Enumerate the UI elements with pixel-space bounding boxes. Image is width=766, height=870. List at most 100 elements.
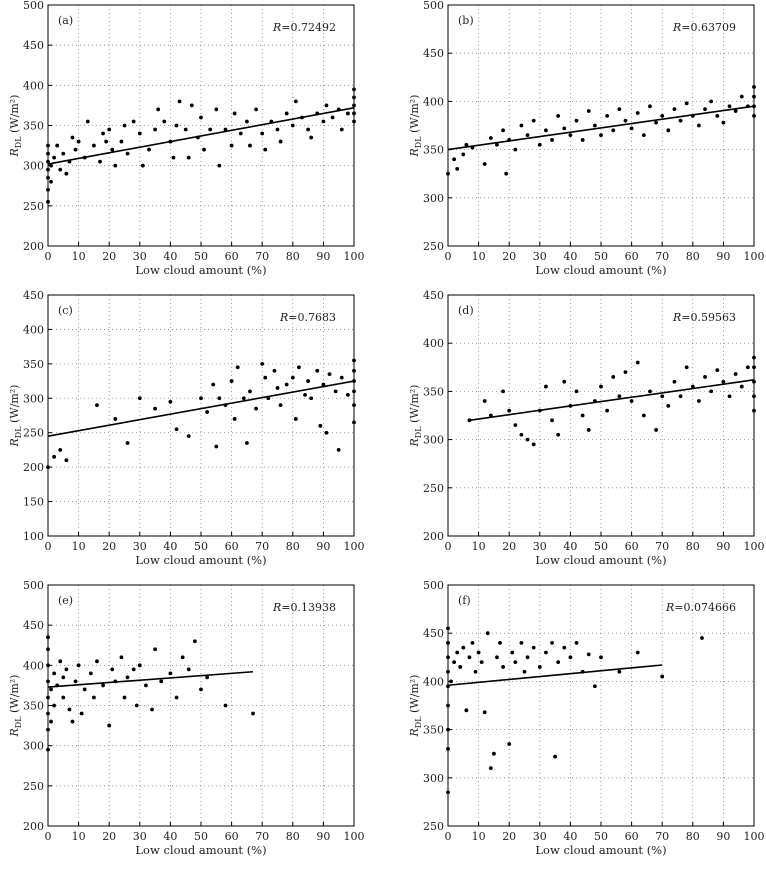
data-point (125, 441, 130, 445)
data-point (641, 413, 646, 418)
data-point (507, 408, 512, 413)
x-tick-label: 40 (163, 830, 177, 843)
data-point (46, 727, 50, 732)
data-point (482, 399, 487, 403)
y-tick-label: 450 (23, 39, 44, 52)
data-point (254, 107, 258, 112)
data-point (49, 163, 53, 168)
data-point (495, 655, 499, 660)
data-point (519, 123, 524, 128)
data-point (666, 403, 671, 408)
r-annotation: R=0.59563 (672, 311, 736, 324)
data-point (46, 175, 50, 180)
y-tick-label: 200 (423, 530, 444, 543)
data-point (498, 640, 502, 645)
y-tick-label: 100 (23, 530, 44, 543)
data-point (352, 420, 356, 425)
data-point (46, 187, 50, 192)
y-tick-label: 200 (23, 240, 44, 253)
data-point (125, 151, 130, 156)
x-tick-label: 90 (716, 830, 730, 843)
data-point (251, 711, 255, 716)
y-tick-label: 450 (423, 47, 444, 60)
data-point (217, 163, 222, 168)
data-point (556, 432, 561, 437)
data-point (95, 659, 99, 664)
data-point (333, 389, 338, 394)
y-tick-label: 150 (23, 496, 44, 509)
data-point (153, 647, 158, 652)
y-tick-label: 350 (423, 385, 444, 398)
data-point (697, 399, 701, 403)
x-tick-label: 10 (72, 250, 86, 263)
data-point (73, 147, 78, 152)
data-point (464, 708, 469, 713)
r-annotation: R=0.074666 (665, 601, 736, 614)
data-point (352, 103, 356, 108)
data-point (605, 408, 610, 413)
data-point (562, 126, 567, 131)
data-point (531, 645, 536, 650)
y-tick-label: 250 (23, 427, 44, 440)
y-tick-label: 250 (23, 200, 44, 213)
fit-line (47, 107, 355, 165)
x-tick-label: 80 (686, 250, 700, 263)
data-point (272, 368, 277, 373)
data-point (623, 118, 628, 123)
data-point (745, 365, 750, 370)
data-point (446, 655, 450, 660)
panel-label: (b) (458, 14, 474, 27)
x-tick-label: 70 (255, 830, 269, 843)
x-tick-label: 20 (502, 250, 516, 263)
data-point (501, 128, 505, 133)
data-point (202, 147, 206, 152)
y-tick-label: 450 (23, 289, 44, 302)
data-point (309, 135, 314, 140)
data-point (58, 659, 63, 664)
data-point (58, 448, 63, 452)
data-point (229, 143, 234, 148)
data-point (76, 139, 81, 144)
data-point (525, 133, 530, 138)
data-point (95, 403, 99, 408)
data-point (293, 417, 298, 421)
y-tick-label: 500 (423, 579, 444, 592)
y-tick-label: 500 (23, 0, 44, 12)
x-tick-label: 30 (133, 830, 147, 843)
data-point (88, 671, 93, 676)
data-point (46, 199, 50, 204)
x-tick-label: 90 (316, 250, 330, 263)
data-point (739, 94, 744, 99)
data-point (617, 394, 622, 399)
data-point (721, 120, 726, 125)
data-point (592, 684, 597, 689)
data-point (137, 396, 142, 401)
x-tick-label: 60 (225, 250, 239, 263)
data-point (324, 103, 329, 108)
data-point (92, 143, 96, 148)
data-point (76, 663, 81, 668)
data-point (455, 650, 460, 655)
data-point (211, 382, 216, 387)
data-point (55, 143, 60, 148)
data-point (550, 418, 554, 423)
data-point (461, 152, 466, 157)
data-point (70, 135, 75, 140)
data-point (315, 368, 320, 373)
data-point (339, 375, 344, 380)
data-point (64, 458, 69, 463)
data-point (617, 107, 622, 112)
data-point (245, 119, 249, 124)
panel-2: 0 10 20 30 40 50 60 70 80 90 100 250 300 350 400 450 500… (408, 0, 765, 277)
data-point (214, 444, 219, 449)
data-point (446, 703, 450, 708)
data-point (599, 133, 603, 138)
x-tick-label: 30 (533, 250, 547, 263)
data-point (458, 665, 463, 669)
data-point (46, 695, 50, 700)
data-point (446, 171, 450, 176)
data-point (513, 660, 518, 665)
data-point (290, 375, 295, 380)
data-point (605, 113, 610, 118)
y-tick-label: 400 (423, 337, 444, 350)
